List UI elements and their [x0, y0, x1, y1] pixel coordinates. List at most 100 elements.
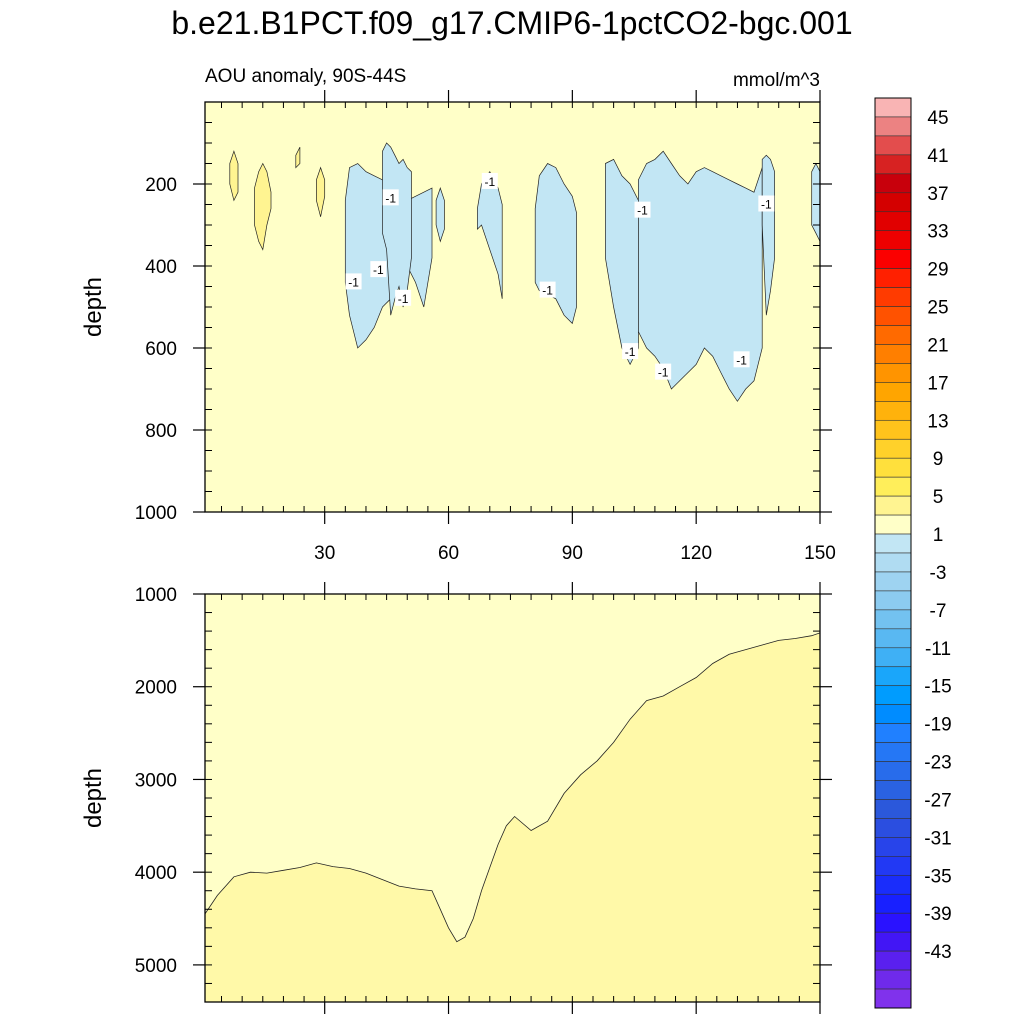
colorbar-swatch — [874, 609, 912, 630]
colorbar-swatch — [874, 457, 912, 478]
colorbar-swatch — [874, 97, 912, 118]
colorbar-swatch — [874, 401, 912, 421]
colorbar-swatch — [874, 799, 912, 819]
colorbar-swatch — [874, 818, 912, 838]
colorbar-swatch — [874, 438, 912, 459]
colorbar-swatch — [874, 761, 912, 781]
colorbar-swatch — [874, 419, 912, 440]
colorbar-swatch — [874, 780, 912, 800]
contour-label: -1 — [373, 263, 384, 277]
colorbar-swatch — [874, 893, 912, 914]
colorbar-swatch — [874, 230, 912, 250]
colorbar-swatch — [874, 666, 912, 687]
contour-label-box — [370, 261, 387, 278]
contour-label: -1 — [658, 366, 669, 380]
colorbar-swatch — [874, 647, 912, 668]
positive-contour-region — [229, 150, 239, 202]
y-tick-label: 3000 — [135, 770, 177, 791]
positive-contour-region — [316, 166, 326, 217]
colorbar-swatch — [874, 837, 912, 857]
colorbar: 45 41 37 33 29 25 21 17 13 9 5 1 -3 -7 -11 -15 -19 -23 -27… — [874, 97, 952, 1009]
negative-contour-region — [382, 142, 412, 316]
y-tick-label: 5000 — [135, 956, 177, 977]
figure-title: b.e21.B1PCT.f09_g17.CMIP6-1pctCO2-bgc.00… — [171, 5, 852, 41]
colorbar-label: 45 — [927, 108, 948, 129]
y-axis-label: depth — [80, 768, 107, 828]
colorbar-swatch — [874, 363, 912, 383]
colorbar-label: 1 — [933, 525, 944, 546]
contour-label-box — [345, 273, 362, 290]
colorbar-swatch — [874, 931, 912, 952]
plot-frame — [204, 101, 821, 513]
colorbar-label: -7 — [930, 601, 947, 622]
colorbar-swatch — [874, 382, 912, 402]
colorbar-label: -3 — [930, 563, 947, 584]
colorbar-label: 37 — [927, 184, 948, 205]
contour-label: -1 — [637, 204, 648, 218]
positive-contour-region — [295, 146, 301, 169]
colorbar-swatch — [874, 116, 912, 137]
contour-label: -1 — [484, 175, 495, 189]
colorbar-swatch — [874, 192, 912, 213]
plot-frame — [204, 593, 821, 1003]
colorbar-label: 5 — [933, 487, 944, 508]
colorbar-label: 41 — [927, 146, 948, 167]
colorbar-swatch — [874, 704, 912, 724]
colorbar-swatch — [874, 571, 912, 592]
colorbar-label: 29 — [927, 260, 948, 281]
colorbar-label: -31 — [924, 828, 951, 849]
contour-label: -1 — [736, 353, 747, 367]
panel-subtitle: AOU anomaly, 90S-44S — [205, 66, 406, 87]
colorbar-swatch — [874, 969, 912, 990]
colorbar-swatch — [874, 552, 912, 573]
x-tick-label: 90 — [562, 543, 583, 564]
x-tick-label: 30 — [314, 543, 335, 564]
colorbar-label: 9 — [933, 449, 944, 470]
colorbar-label: -11 — [925, 639, 951, 660]
contour-label-box — [382, 189, 399, 206]
colorbar-label: 25 — [927, 298, 948, 319]
contour-label-box — [634, 201, 651, 218]
colorbar-swatch — [874, 742, 912, 762]
contour-label-box — [539, 281, 556, 298]
y-tick-label: 1000 — [135, 503, 177, 524]
colorbar-swatch — [874, 268, 912, 288]
colorbar-label: -35 — [924, 866, 951, 887]
y-tick-label: 4000 — [135, 863, 177, 884]
colorbar-label: -23 — [924, 753, 951, 774]
negative-contour-region — [638, 150, 763, 402]
x-tick-label: 150 — [804, 543, 836, 564]
contour-label: -1 — [385, 191, 396, 205]
contour-label-box — [622, 343, 639, 360]
colorbar-swatch — [874, 988, 912, 1009]
contour-label: -1 — [398, 292, 409, 306]
y-axis-label: depth — [80, 277, 107, 337]
contour-label-box — [655, 363, 672, 380]
contour-line — [204, 632, 821, 943]
lower-panel: 1000 2000 3000 4000 5000 depth — [80, 582, 832, 1014]
y-tick-label: 2000 — [135, 678, 177, 699]
negative-contour-region — [605, 158, 639, 366]
colorbar-label: -27 — [924, 790, 951, 811]
colorbar-swatch — [874, 514, 912, 535]
colorbar-swatch — [874, 476, 912, 497]
contour-label: -1 — [542, 284, 553, 298]
y-tick-label: 600 — [145, 339, 177, 360]
contour-label: -1 — [348, 275, 359, 289]
negative-contour-region — [435, 187, 445, 243]
colorbar-swatch — [874, 723, 912, 743]
colorbar-swatch — [874, 950, 912, 971]
contour-label: -1 — [625, 345, 636, 359]
y-tick-label: 1000 — [135, 585, 177, 606]
colorbar-swatch — [874, 173, 912, 194]
positive-contour-region — [254, 162, 272, 251]
contour-label: -1 — [761, 198, 772, 212]
colorbar-swatch — [874, 287, 912, 307]
colorbar-label: 13 — [927, 411, 948, 432]
y-tick-label: 200 — [145, 175, 177, 196]
colorbar-label: 33 — [927, 222, 948, 243]
colorbar-label: 17 — [927, 373, 948, 394]
x-tick-label: 120 — [680, 543, 712, 564]
colorbar-swatch — [874, 590, 912, 611]
